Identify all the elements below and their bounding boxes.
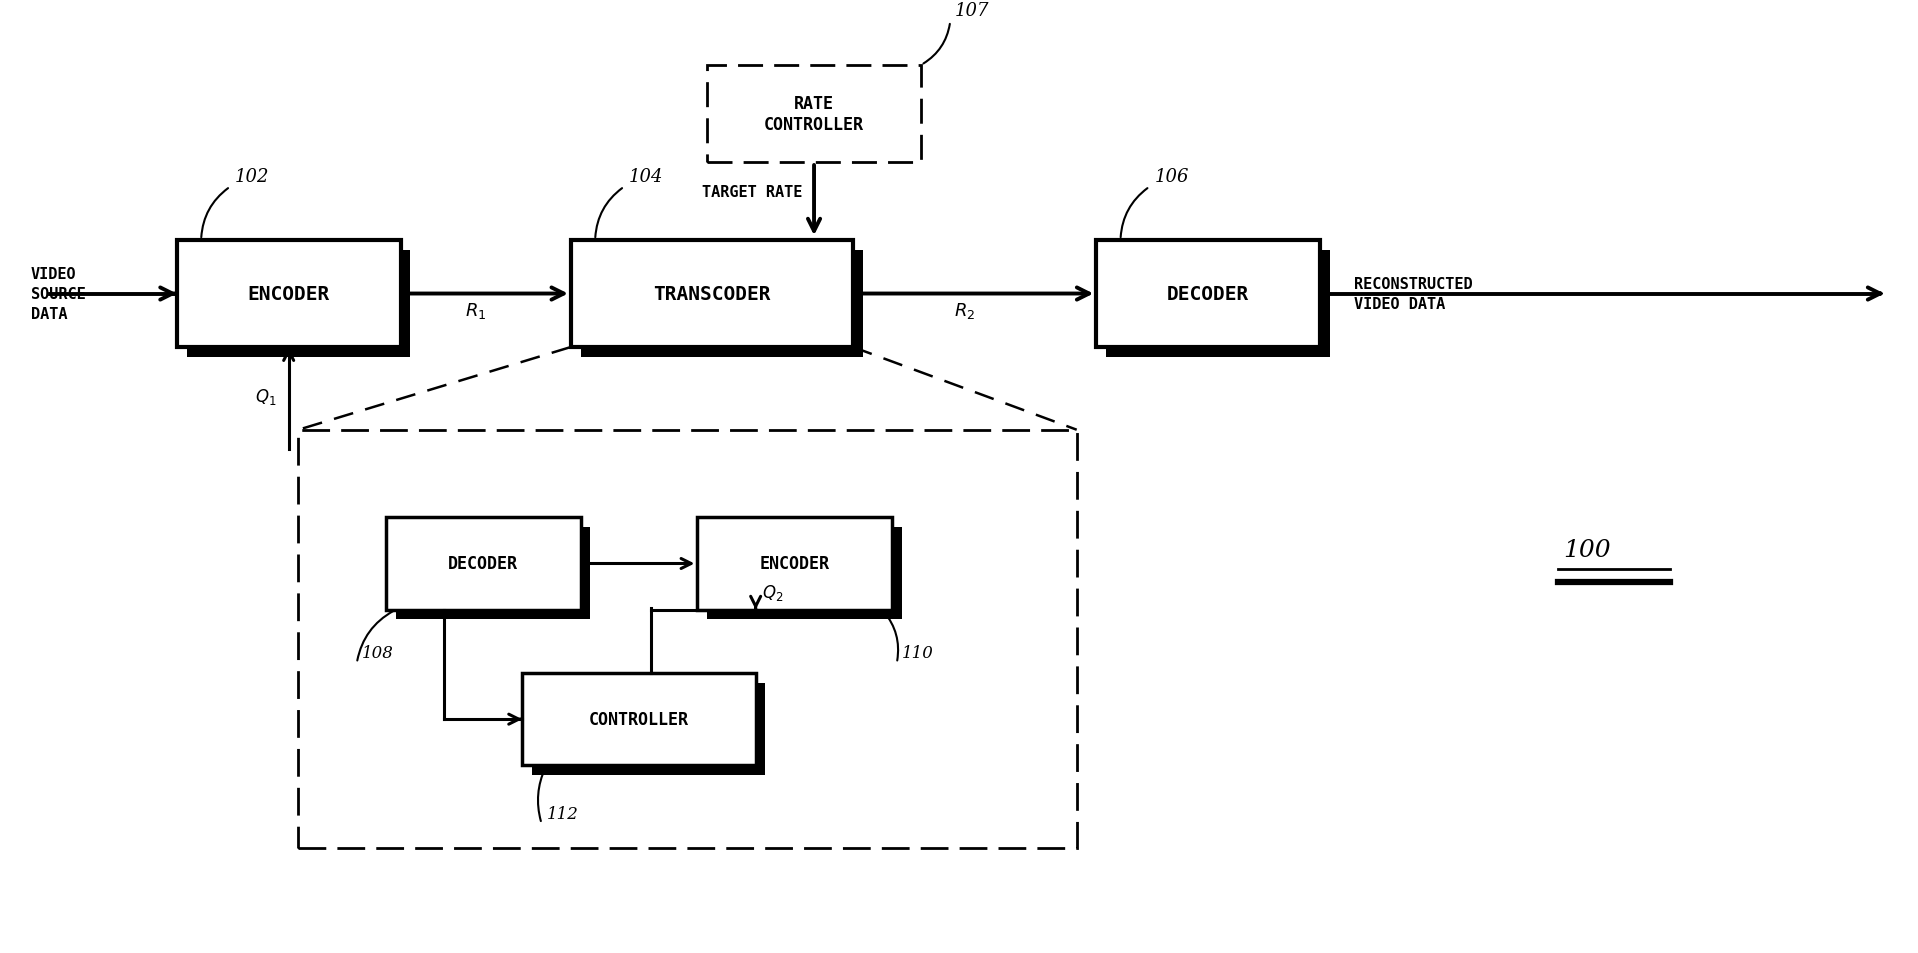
Text: ENCODER: ENCODER: [247, 285, 330, 304]
Text: RATE
CONTROLLER: RATE CONTROLLER: [763, 95, 863, 133]
Bar: [299, 430, 1076, 848]
Text: 102: 102: [236, 168, 270, 186]
Text: RECONSTRUCTED
VIDEO DATA: RECONSTRUCTED VIDEO DATA: [1354, 276, 1473, 312]
Text: $R_2$: $R_2$: [955, 301, 976, 321]
Text: 110: 110: [901, 644, 934, 661]
Text: 108: 108: [363, 644, 393, 661]
Bar: [1097, 241, 1320, 348]
Text: $R_1$: $R_1$: [466, 301, 487, 321]
Text: DECODER: DECODER: [449, 555, 518, 573]
Text: TRANSCODER: TRANSCODER: [654, 285, 771, 304]
Bar: [1107, 251, 1329, 357]
Text: 104: 104: [629, 168, 664, 186]
Text: TARGET RATE: TARGET RATE: [702, 185, 802, 200]
Bar: [186, 251, 410, 357]
Bar: [708, 66, 921, 163]
Bar: [698, 517, 892, 610]
Text: 112: 112: [547, 805, 579, 821]
Text: $Q_2$: $Q_2$: [763, 582, 784, 602]
Text: 107: 107: [955, 2, 990, 20]
Bar: [395, 527, 591, 619]
Text: CONTROLLER: CONTROLLER: [589, 710, 689, 728]
Bar: [708, 527, 901, 619]
Text: DECODER: DECODER: [1166, 285, 1249, 304]
Bar: [522, 673, 756, 765]
Bar: [572, 241, 854, 348]
Bar: [386, 517, 581, 610]
Text: VIDEO
SOURCE
DATA: VIDEO SOURCE DATA: [31, 267, 86, 321]
Text: ENCODER: ENCODER: [760, 555, 830, 573]
Text: 100: 100: [1563, 538, 1611, 561]
Bar: [176, 241, 401, 348]
Text: $Q_1$: $Q_1$: [255, 386, 276, 406]
Text: 106: 106: [1155, 168, 1189, 186]
Bar: [581, 251, 863, 357]
Bar: [531, 683, 765, 776]
